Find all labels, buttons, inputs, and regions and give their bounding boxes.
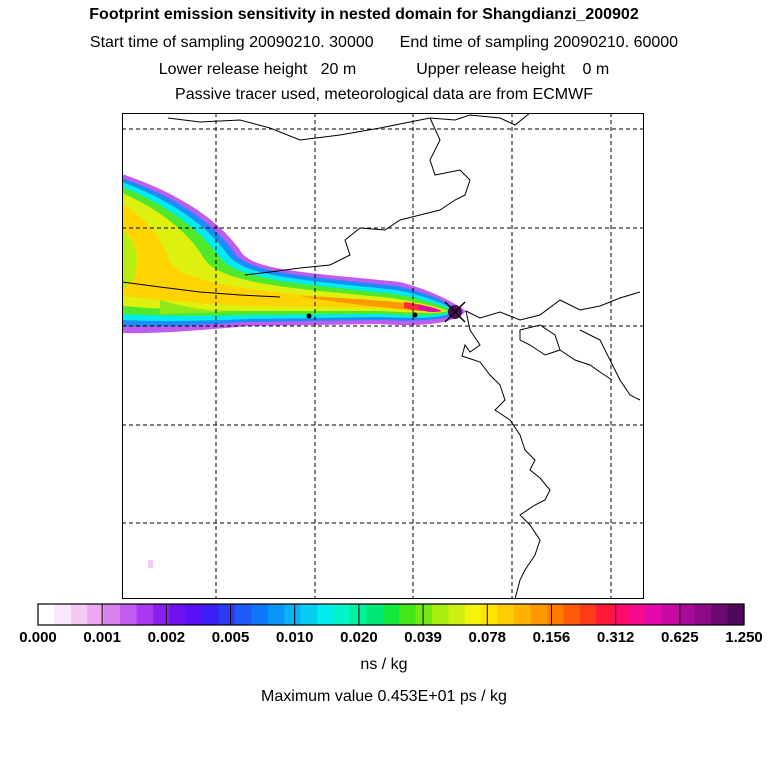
receptor-site-icon [444, 301, 466, 323]
border-east-north [244, 117, 471, 276]
colorbar-label: 0.156 [532, 629, 571, 646]
colorbar-label: 0.000 [19, 629, 57, 646]
lower-release-height-label: Lower release height 20 m [158, 61, 357, 78]
colorbar-swatch [711, 604, 729, 625]
colorbar-swatch [727, 604, 745, 625]
colorbar-swatch [645, 604, 663, 625]
colorbar-swatch [432, 604, 450, 625]
sampling-time-line: Start time of sampling 20090210. 30000 En… [0, 34, 768, 52]
units-label: ns / kg [360, 656, 408, 673]
map-frame [122, 113, 644, 599]
colorbar-swatch [169, 604, 187, 625]
upper-release-height-label: Upper release height 0 m [416, 61, 610, 78]
colorbar-swatch [87, 604, 105, 625]
plume-band-orange-light [122, 205, 444, 312]
colorbar-label: 0.002 [147, 629, 186, 646]
colorbar-label: 0.001 [83, 629, 121, 646]
colorbar-label: 0.312 [596, 629, 635, 646]
colorbar-swatch [185, 604, 203, 625]
colorbar-swatch [136, 604, 154, 625]
colorbar-label: 0.010 [275, 629, 314, 646]
coast-korea-east [579, 329, 641, 401]
colorbar [37, 603, 745, 626]
colorbar-swatch [333, 604, 351, 625]
colorbar-swatch [596, 604, 614, 625]
start-time-label: Start time of sampling 20090210. 30000 [89, 34, 374, 51]
map-title: Footprint emission sensitivity in nested… [89, 6, 639, 23]
colorbar-swatch [284, 604, 302, 625]
colorbar-frame [37, 603, 745, 626]
colorbar-swatch [300, 604, 318, 625]
colorbar-swatch [661, 604, 679, 625]
colorbar-swatch [120, 604, 138, 625]
coast-korea-north [465, 291, 641, 321]
plume-left-blob-green [122, 230, 137, 290]
colorbar-swatch [448, 604, 466, 625]
colorbar-swatch [70, 604, 88, 625]
colorbar-swatch [629, 604, 647, 625]
colorbar-swatch [235, 604, 253, 625]
colorbar-swatch [694, 604, 712, 625]
coast-korea-south [559, 349, 613, 381]
colorbar-swatch [317, 604, 335, 625]
colorbar-swatch [579, 604, 597, 625]
grid-lines [122, 113, 644, 599]
colorbar-label: 0.039 [404, 629, 442, 646]
colorbar-swatch [382, 604, 400, 625]
colorbar-swatch [399, 604, 417, 625]
colorbar-swatch [612, 604, 630, 625]
coast-yellow-sea [461, 310, 551, 599]
colorbar-swatch [251, 604, 269, 625]
coast-shandong [519, 324, 561, 356]
plume-lower-lobe-green [160, 300, 230, 314]
plume-speck [148, 560, 153, 568]
footprint-plume [122, 174, 466, 568]
colorbar-swatch [38, 604, 56, 625]
colorbar-swatch [481, 604, 499, 625]
plume-band-magenta [418, 305, 442, 313]
colorbar-swatch [546, 604, 564, 625]
border-north [167, 113, 531, 141]
end-time-label: End time of sampling 20090210. 60000 [399, 34, 679, 51]
colorbar-swatch [563, 604, 581, 625]
colorbar-swatch [678, 604, 696, 625]
colorbar-swatch [202, 604, 220, 625]
colorbar-swatch [267, 604, 285, 625]
release-height-line: Lower release height 20 m Upper release h… [0, 61, 768, 79]
station-marker [306, 313, 312, 319]
colorbar-swatch [54, 604, 72, 625]
colorbar-swatch [218, 604, 236, 625]
colorbar-label: 0.005 [211, 629, 250, 646]
colorbar-swatch [415, 604, 433, 625]
colorbar-swatch [464, 604, 482, 625]
colorbar-label: 0.020 [340, 629, 378, 646]
maximum-value-label: Maximum value 0.453E+01 ps / kg [261, 688, 507, 705]
colorbar-swatch [152, 604, 170, 625]
station-marker [412, 312, 418, 318]
colorbar-label: 0.078 [468, 629, 507, 646]
colorbar-swatch [514, 604, 532, 625]
tracer-info-label: Passive tracer used, meteorological data… [175, 86, 593, 103]
coastlines [122, 113, 641, 599]
colorbar-swatch [530, 604, 548, 625]
border-west [122, 281, 281, 298]
colorbar-label: 0.625 [661, 629, 699, 646]
colorbar-swatch [366, 604, 384, 625]
colorbar-swatch [103, 604, 121, 625]
colorbar-label: 1.250 [725, 629, 763, 646]
colorbar-swatch [497, 604, 515, 625]
